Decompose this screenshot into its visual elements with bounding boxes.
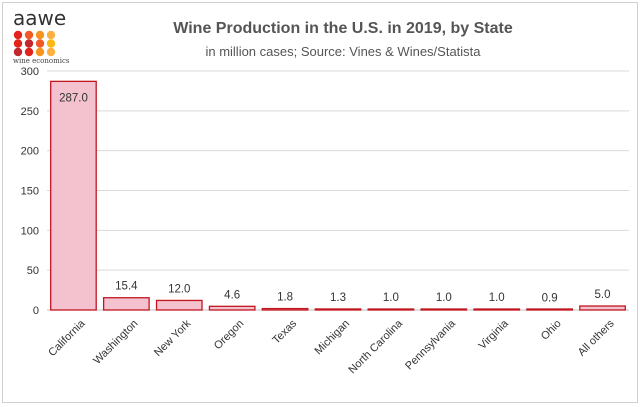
grid-lines <box>47 70 629 311</box>
x-axis-labels: California Washington New York Oregon Texas M… <box>46 317 617 376</box>
bar <box>314 308 362 311</box>
logo-dot <box>46 39 56 48</box>
logo-dot <box>46 30 56 40</box>
logo-dot <box>13 47 23 57</box>
y-tick-label: 0 <box>33 305 39 317</box>
x-tick-label: Ohio <box>539 318 564 343</box>
bar <box>155 299 203 311</box>
aawe-logo: aawe wine economics <box>13 6 70 65</box>
data-label: 5.0 <box>595 289 611 301</box>
data-label: 4.6 <box>224 289 240 301</box>
data-labels: 287.0 15.4 12.0 4.6 1.8 1.3 1.0 1.0 1.0 0.9 5.0 <box>59 92 610 304</box>
x-tick-label: Pennsylvania <box>403 317 458 372</box>
chart-title: Wine Production in the U.S. in 2019, by … <box>173 20 513 37</box>
x-tick-label: North Carolina <box>346 317 405 376</box>
bars <box>50 80 626 311</box>
y-tick-label: 100 <box>21 225 39 237</box>
y-tick-label: 50 <box>27 265 39 277</box>
logo-dot <box>46 47 56 57</box>
bar <box>50 80 97 311</box>
logo-dot <box>24 30 34 40</box>
data-label: 1.3 <box>330 292 346 304</box>
x-tick-label: New York <box>152 317 194 359</box>
x-tick-label: Michigan <box>313 318 353 358</box>
y-tick-label: 250 <box>21 106 39 118</box>
bar <box>579 305 626 311</box>
bar <box>420 308 468 311</box>
data-label: 287.0 <box>59 92 88 104</box>
bar <box>526 308 574 311</box>
x-tick-label: Virginia <box>477 317 512 352</box>
data-label: 12.0 <box>168 283 190 295</box>
x-tick-label: All others <box>576 317 617 358</box>
y-tick-label: 150 <box>21 186 39 198</box>
bar <box>261 307 309 311</box>
x-tick-label: Texas <box>270 317 299 346</box>
chart-svg: aawe wine economics Wine Production in t… <box>13 6 629 376</box>
logo-name: aawe <box>13 6 66 30</box>
data-label: 15.4 <box>115 281 138 293</box>
bar <box>102 297 150 311</box>
chart-frame: aawe wine economics Wine Production in t… <box>2 2 638 403</box>
x-tick-label: California <box>46 317 88 359</box>
data-label: 1.8 <box>277 292 293 304</box>
y-tick-label: 200 <box>21 146 39 158</box>
data-label: 1.0 <box>489 292 505 304</box>
logo-dot <box>35 47 45 57</box>
y-tick-label: 300 <box>21 66 39 78</box>
logo-dot <box>35 39 45 48</box>
chart-subtitle: in million cases; Source: Vines & Wines/… <box>205 44 481 59</box>
logo-tagline: wine economics <box>13 57 70 65</box>
x-tick-label: Oregon <box>212 318 246 352</box>
logo-dot <box>24 39 34 48</box>
data-label: 0.9 <box>542 292 558 304</box>
bar <box>473 308 521 311</box>
logo-dot <box>13 30 23 40</box>
y-axis-ticks: 0 50 100 150 200 250 300 <box>21 66 39 317</box>
logo-dot <box>13 39 23 48</box>
logo-dot <box>35 30 45 40</box>
logo-dot <box>24 47 34 57</box>
bar <box>208 305 256 311</box>
data-label: 1.0 <box>383 292 399 304</box>
x-tick-label: Washington <box>91 318 140 367</box>
bar <box>367 308 415 311</box>
data-label: 1.0 <box>436 292 452 304</box>
logo-dots-icon <box>13 30 56 57</box>
